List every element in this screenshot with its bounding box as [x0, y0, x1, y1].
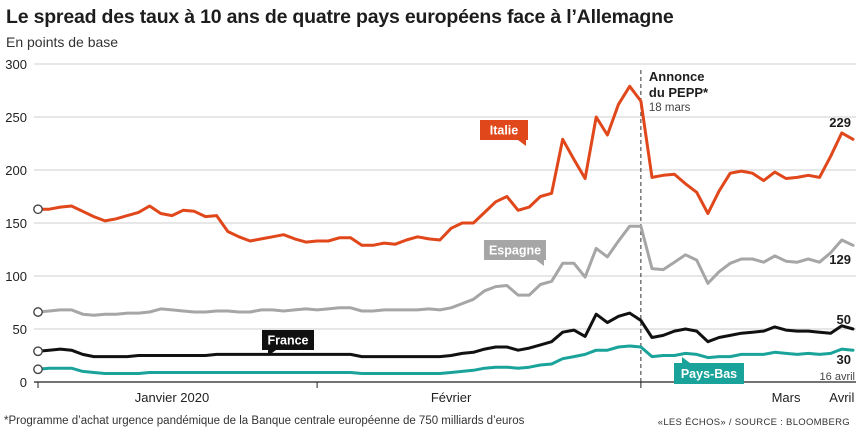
series-tag-box	[484, 240, 546, 260]
event-title-line2: du PEPP*	[649, 85, 709, 100]
series-start-marker	[33, 204, 43, 215]
chart-title: Le spread des taux à 10 ans de quatre pa…	[6, 6, 674, 28]
end-value-label: 129	[829, 252, 851, 267]
chart-subtitle: En points de base	[6, 34, 119, 50]
series-tag-espagne: Espagne	[484, 240, 546, 266]
series-start-marker	[33, 346, 43, 357]
series-line-pays-bas	[36, 344, 855, 375]
series-start-marker	[33, 307, 43, 317]
y-tick-label: 100	[5, 269, 27, 284]
x-tick-label: Mars	[772, 390, 801, 405]
x-tick-label: Janvier 2020	[135, 390, 209, 405]
series-lines	[33, 84, 855, 375]
last-date-label: 16 avril	[820, 371, 855, 383]
axes: 0 50 100 150 200 250 300 Janvier 2020 Février Mar…	[5, 57, 856, 405]
y-tick-label: 50	[13, 322, 27, 337]
series-tag-label: Espagne	[489, 244, 541, 258]
series-tag-label: Italie	[490, 124, 519, 138]
x-tick-label: Avril	[829, 390, 854, 405]
series-tag-france: France	[262, 330, 314, 356]
end-value-label: 30	[837, 352, 851, 367]
series-tag-box	[480, 120, 528, 140]
grid	[34, 63, 856, 330]
series-tag-box	[262, 330, 314, 350]
series-line-italie	[36, 84, 855, 247]
y-tick-label: 200	[5, 163, 27, 178]
event-title-line1: Annonce	[649, 69, 705, 84]
y-tick-label: 150	[5, 216, 27, 231]
series-tag-label: France	[268, 334, 309, 348]
y-tick-label: 300	[5, 57, 27, 72]
x-tick-label: Février	[431, 390, 472, 405]
series-line-espagne	[36, 224, 855, 317]
series-line-france	[36, 311, 855, 359]
series-start-marker	[33, 364, 43, 375]
footnote: *Programme d’achat urgence pandémique de…	[4, 415, 525, 427]
end-value-label: 50	[837, 312, 851, 327]
source-credit: «LES ÉCHOS» / SOURCE : BLOOMBERG	[657, 417, 850, 428]
series-tag-label: Pays-Bas	[681, 367, 737, 381]
series-tag-pays-bas: Pays-Bas	[674, 357, 744, 384]
series-tag-pointer	[268, 350, 276, 356]
y-tick-label: 250	[5, 110, 27, 125]
series-tag-pointer	[518, 140, 526, 146]
series-tag-pointer	[536, 260, 544, 266]
y-tick-label: 0	[20, 375, 27, 390]
series-tag-italie: Italie	[480, 120, 528, 146]
series-tag-pointer	[682, 357, 690, 363]
event-date: 18 mars	[649, 102, 691, 114]
series-tag-box	[674, 363, 744, 384]
end-value-label: 229	[829, 115, 851, 130]
series-labels: 229 129 50 30 16 avril Italie Espagne France Pay…	[262, 115, 855, 384]
